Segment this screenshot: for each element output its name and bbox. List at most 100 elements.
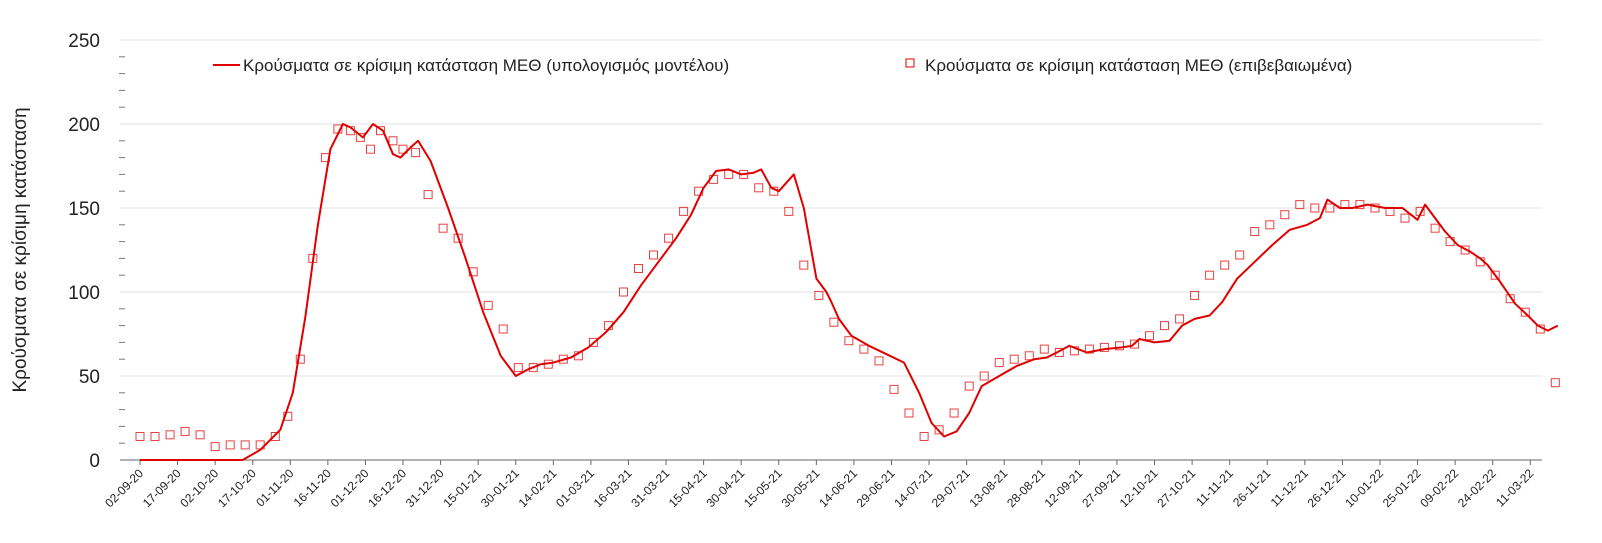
x-tick-label: 24-02-22 <box>1455 466 1499 510</box>
data-point-confirmed <box>724 169 734 179</box>
data-point-confirmed <box>649 250 658 260</box>
x-tick-label: 30-05-21 <box>779 466 823 510</box>
data-point-confirmed <box>225 440 235 450</box>
data-point-confirmed <box>255 440 265 450</box>
data-point-confirmed <box>1415 206 1425 216</box>
data-point-confirmed <box>1475 257 1485 267</box>
data-point-confirmed <box>874 356 884 366</box>
data-point-confirmed <box>498 324 508 334</box>
x-tick-label: 17-09-20 <box>140 466 184 510</box>
x-tick-label: 16-11-20 <box>291 466 334 509</box>
data-point-confirmed <box>558 354 568 364</box>
data-point-confirmed <box>1190 290 1200 300</box>
x-tick-label: 11-12-21 <box>1268 466 1311 509</box>
data-point-confirmed <box>388 136 398 146</box>
data-point-confirmed <box>634 264 643 273</box>
data-point-confirmed <box>366 144 375 154</box>
data-point-confirmed <box>345 126 355 136</box>
x-tick-label: 26-11-21 <box>1230 466 1273 509</box>
data-point-confirmed <box>240 440 250 450</box>
x-tick-label: 09-02-22 <box>1417 466 1461 510</box>
x-tick-label: 15-01-21 <box>440 466 484 510</box>
data-point-confirmed <box>1039 344 1049 354</box>
data-point-confirmed <box>1175 314 1185 324</box>
data-point-confirmed <box>1160 321 1169 331</box>
x-tick-label: 27-10-21 <box>1154 466 1198 510</box>
data-point-confirmed <box>859 344 869 354</box>
data-point-confirmed <box>784 206 794 216</box>
data-point-confirmed <box>135 432 145 441</box>
data-point-confirmed <box>588 337 598 347</box>
data-point-confirmed <box>411 148 421 158</box>
data-point-confirmed <box>1355 200 1365 210</box>
x-tick-label: 12-10-21 <box>1117 466 1161 510</box>
data-point-confirmed <box>1310 203 1320 213</box>
data-point-confirmed <box>210 442 220 452</box>
data-point-confirmed <box>919 432 929 441</box>
series <box>135 123 1560 461</box>
data-point-confirmed <box>283 411 293 421</box>
data-point-confirmed <box>1550 378 1560 388</box>
data-point-confirmed <box>165 430 175 440</box>
x-tick-label: 14-02-21 <box>516 466 560 510</box>
data-point-confirmed <box>1385 206 1395 216</box>
data-point-confirmed <box>754 183 764 193</box>
data-point-confirmed <box>513 363 523 373</box>
gridlines <box>120 39 1542 377</box>
y-axis-ticks: 0 50 100 150 200 250 <box>68 31 125 472</box>
y-tick-label: 100 <box>68 283 100 304</box>
data-point-confirmed <box>270 432 280 441</box>
y-tick-label: 0 <box>89 451 100 472</box>
data-point-confirmed <box>1445 237 1455 247</box>
legend-label-model: Κρούσματα σε κρίσιμη κατάσταση ΜΕΘ (υπολ… <box>243 56 729 75</box>
data-point-confirmed <box>1535 324 1545 334</box>
data-point-confirmed <box>1130 339 1139 349</box>
data-point-confirmed <box>468 267 478 277</box>
y-tick-label: 150 <box>68 199 100 220</box>
data-point-confirmed <box>934 425 944 435</box>
x-tick-label: 01-12-20 <box>328 466 372 510</box>
legend-label-confirmed: Κρούσματα σε κρίσιμη κατάσταση ΜΕΘ (επιβ… <box>925 56 1352 75</box>
x-tick-label: 12-09-21 <box>1042 466 1086 510</box>
data-point-confirmed <box>1340 200 1350 210</box>
x-tick-label: 29-07-21 <box>929 466 973 510</box>
data-point-confirmed <box>1520 307 1530 317</box>
data-point-confirmed <box>423 190 433 200</box>
data-point-confirmed <box>709 174 719 184</box>
x-tick-label: 01-03-21 <box>553 466 597 510</box>
data-point-confirmed <box>889 384 899 394</box>
x-axis-ticks: 02-09-2017-09-2002-10-2017-10-2001-11-20… <box>102 460 1537 510</box>
y-axis-label: Κρούσματα σε κρίσιμη κατάσταση <box>10 107 31 392</box>
data-point-confirmed <box>195 430 205 440</box>
x-tick-label: 02-09-20 <box>102 466 146 510</box>
data-point-confirmed <box>619 287 628 297</box>
x-tick-label: 15-04-21 <box>666 466 710 510</box>
data-point-confirmed <box>1505 294 1515 304</box>
x-tick-label: 02-10-20 <box>177 466 221 510</box>
x-tick-label: 17-10-20 <box>215 466 259 510</box>
data-point-confirmed <box>1084 344 1094 354</box>
x-tick-label: 15-05-21 <box>741 466 785 510</box>
x-tick-label: 31-03-21 <box>628 466 672 510</box>
data-point-confirmed <box>438 223 448 233</box>
data-point-confirmed <box>1115 341 1124 351</box>
y-tick-label: 200 <box>68 115 100 136</box>
data-point-confirmed <box>694 186 704 196</box>
data-point-confirmed <box>180 426 190 436</box>
x-tick-label: 30-04-21 <box>703 466 747 510</box>
data-point-confirmed <box>1054 348 1064 357</box>
data-point-confirmed <box>1460 245 1470 255</box>
data-point-confirmed <box>453 233 463 243</box>
data-point-confirmed <box>1490 270 1500 280</box>
data-point-confirmed <box>814 290 824 300</box>
data-point-confirmed <box>1220 260 1230 270</box>
x-tick-label: 11-11-21 <box>1193 466 1236 509</box>
x-tick-label: 01-11-20 <box>253 466 296 509</box>
data-point-confirmed <box>150 432 160 441</box>
data-point-confirmed <box>320 153 330 163</box>
data-point-confirmed <box>308 253 318 263</box>
x-tick-label: 27-09-21 <box>1079 466 1123 510</box>
data-point-confirmed <box>844 336 854 346</box>
x-tick-label: 10-01-22 <box>1342 466 1386 510</box>
data-point-confirmed <box>799 260 809 270</box>
